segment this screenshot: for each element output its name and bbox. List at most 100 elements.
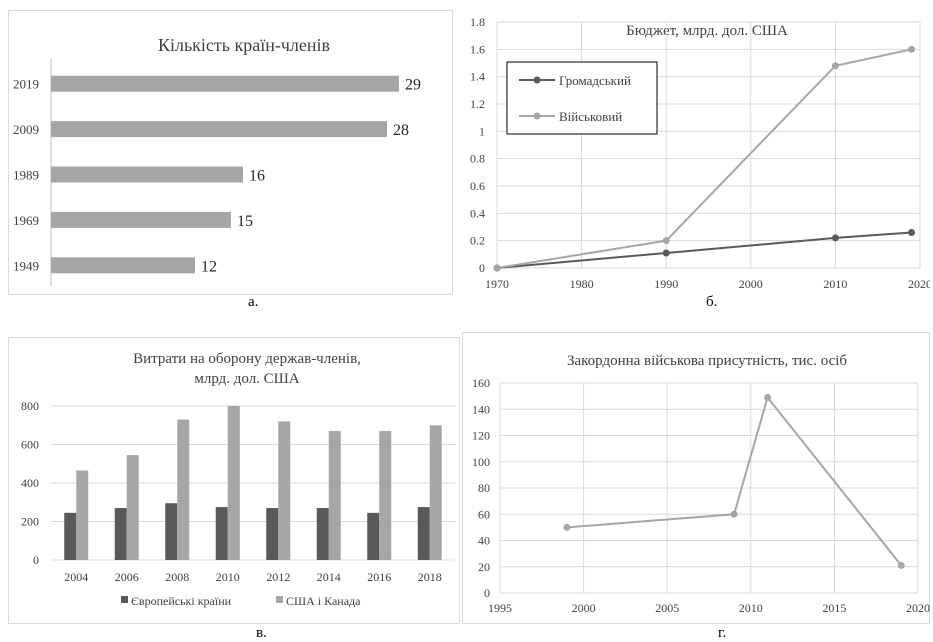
y-tick-label: 800	[21, 399, 39, 413]
legend-swatch-marker	[533, 76, 541, 84]
y-tick-label: 20	[478, 560, 490, 574]
category-label: 2009	[13, 122, 39, 137]
legend-label: США і Канада	[286, 594, 361, 608]
x-tick-label: 2000	[572, 601, 596, 615]
y-tick-label: 0	[484, 586, 490, 600]
x-tick-label: 2010	[739, 601, 763, 615]
data-label: 28	[393, 122, 409, 139]
chart-panel-foreign-presence: Закордонна військова присутність, тис. о…	[462, 332, 930, 624]
bar-2006-1	[126, 455, 139, 560]
chart-panel-defense-spending: Витрати на оборону держав-членів, млрд. …	[8, 337, 460, 624]
x-tick-label: 1980	[570, 277, 594, 291]
data-point	[563, 523, 571, 531]
bar-2014-1	[328, 431, 341, 560]
y-tick-label: 1.4	[470, 70, 485, 84]
chart-title: Кількість країн-членів	[158, 35, 330, 55]
y-tick-label: 1	[479, 124, 485, 138]
chart-title-line-1: Витрати на оборону держав-членів,	[133, 351, 361, 367]
data-point	[662, 237, 670, 245]
legend-box	[506, 61, 658, 135]
data-point	[831, 62, 839, 70]
data-point	[908, 45, 916, 53]
x-tick-label: 1995	[488, 601, 512, 615]
y-tick-label: 200	[21, 515, 39, 529]
data-label: 12	[201, 258, 217, 275]
y-tick-label: 0.2	[470, 234, 485, 248]
y-tick-label: 140	[472, 402, 490, 416]
legend-swatch	[276, 596, 283, 603]
x-tick-label: 2010	[216, 570, 240, 584]
data-point	[730, 510, 738, 518]
x-tick-label: 1970	[485, 277, 509, 291]
y-tick-label: 0	[479, 261, 485, 275]
x-tick-label: 2005	[655, 601, 679, 615]
data-label: 29	[405, 77, 421, 94]
y-tick-label: 1.8	[470, 15, 485, 29]
bar-2004-0	[64, 512, 77, 560]
legend-label: Громадський	[559, 73, 631, 88]
bar-2008-0	[165, 503, 178, 560]
bar-2018-1	[429, 425, 442, 560]
y-tick-label: 120	[472, 429, 490, 443]
bar-2009	[51, 121, 387, 138]
series-line-0	[496, 231, 912, 269]
bar-2018-0	[417, 507, 430, 560]
category-label: 1989	[13, 168, 39, 183]
caption-a: а.	[248, 294, 259, 310]
bar-2010-1	[227, 406, 240, 560]
bar-2008-1	[177, 419, 190, 560]
bar-1949	[51, 257, 195, 274]
caption-c: в.	[256, 625, 267, 641]
x-tick-label: 2020	[908, 277, 930, 291]
bar-1969	[51, 211, 231, 228]
data-label: 15	[237, 213, 253, 230]
y-tick-label: 400	[21, 476, 39, 490]
x-tick-label: 1990	[654, 277, 678, 291]
x-tick-label: 2016	[367, 570, 391, 584]
x-tick-label: 2000	[739, 277, 763, 291]
chart-title: Закордонна військова присутність, тис. о…	[567, 353, 847, 369]
bar-1989	[51, 166, 243, 183]
series-line-1	[496, 48, 912, 269]
y-tick-label: 40	[478, 534, 490, 548]
chart-panel-budget: Бюджет, млрд. дол. США 1970 1980 1990 2000 2…	[462, 10, 932, 295]
data-point	[831, 234, 839, 242]
series-line-0	[566, 395, 903, 567]
x-tick-label: 2012	[266, 570, 290, 584]
y-tick-label: 0.8	[470, 152, 485, 166]
member-count-chart: Кількість країн-членів 2019 29 2009 28 1989 1…	[13, 35, 421, 286]
bar-2012-1	[278, 421, 291, 560]
x-tick-label: 2015	[822, 601, 846, 615]
legend-label: Європейські країни	[131, 594, 232, 608]
caption-b: б.	[706, 294, 718, 310]
y-tick-label: 0	[33, 553, 39, 567]
legend-swatch-marker	[533, 112, 541, 120]
y-tick-label: 0.6	[470, 179, 485, 193]
bar-2016-1	[379, 431, 392, 560]
bar-2019	[51, 75, 399, 92]
y-tick-label: 1.2	[470, 97, 485, 111]
chart-title: Бюджет, млрд. дол. США	[626, 23, 788, 39]
defense-spending-chart: Витрати на оборону держав-членів, млрд. …	[21, 351, 455, 608]
data-point	[908, 228, 916, 236]
chart-panel-member-count: Кількість країн-членів 2019 29 2009 28 1989 1…	[8, 10, 453, 295]
x-tick-label: 2004	[64, 570, 88, 584]
data-point	[662, 249, 670, 257]
y-tick-label: 60	[478, 507, 490, 521]
category-label: 2019	[13, 77, 39, 92]
data-point	[493, 264, 501, 272]
y-tick-label: 0.4	[470, 206, 485, 220]
legend-label: Військовий	[559, 109, 622, 124]
y-tick-label: 1.6	[470, 42, 485, 56]
bar-2016-0	[367, 512, 380, 560]
y-tick-label: 160	[472, 376, 490, 390]
y-tick-label: 600	[21, 438, 39, 452]
bar-2006-0	[114, 508, 127, 560]
x-tick-label: 2018	[418, 570, 442, 584]
x-tick-label: 2010	[823, 277, 847, 291]
foreign-presence-chart: Закордонна військова присутність, тис. о…	[472, 353, 930, 615]
x-tick-label: 2020	[906, 601, 930, 615]
category-label: 1949	[13, 258, 39, 273]
data-label: 16	[249, 168, 265, 185]
data-point	[897, 561, 905, 569]
